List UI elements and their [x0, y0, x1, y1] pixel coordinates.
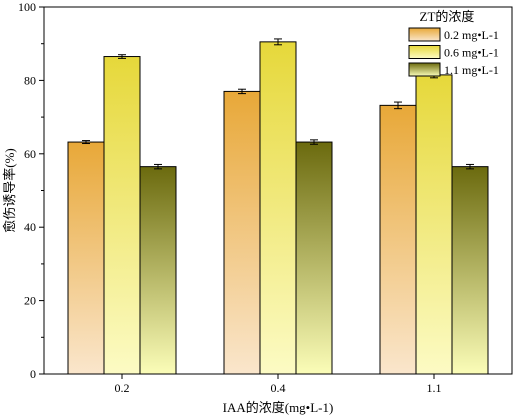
bar-0.4-series-2: [259, 41, 297, 375]
x-tick-label-1.1: 1.1: [427, 381, 442, 395]
bar-1.1-series-1: [379, 104, 417, 375]
legend-item-3: 1.1 mg•L-1: [408, 62, 499, 77]
bar-0.2-series-1: [67, 141, 105, 375]
x-axis: 0.2 0.4 1.1: [115, 374, 442, 395]
y-axis: 0 20 40 60 80 100: [18, 0, 44, 381]
bar-1.1-series-2: [415, 74, 453, 375]
x-axis-title: IAA的浓度(mg•L-1): [223, 400, 334, 415]
error-bar-0.2-series-1: [82, 140, 90, 145]
legend-label-1: 0.2 mg•L-1: [444, 28, 499, 42]
y-tick-label-100: 100: [18, 0, 36, 14]
legend-item-2: 0.6 mg•L-1: [408, 45, 499, 60]
y-tick-label-40: 40: [24, 220, 36, 234]
y-tick-label-0: 0: [30, 367, 36, 381]
legend: ZT的浓度 0.2 mg•L-1 0.6 mg•L-1 1.1 mg•L-1: [408, 9, 499, 77]
x-tick-label-0.4: 0.4: [271, 381, 286, 395]
legend-item-1: 0.2 mg•L-1: [408, 27, 499, 42]
bar-1.1-series-3: [451, 166, 489, 375]
bar-0.2-series-2: [103, 56, 141, 375]
y-tick-label-80: 80: [24, 73, 36, 87]
legend-title: ZT的浓度: [420, 9, 475, 24]
bar-0.4-series-3: [295, 141, 333, 375]
error-bar-0.2-series-2: [118, 54, 126, 59]
x-tick-label-0.2: 0.2: [115, 381, 130, 395]
error-bar-1.1-series-1: [394, 101, 402, 110]
error-bar-1.1-series-3: [466, 163, 474, 170]
y-tick-label-20: 20: [24, 294, 36, 308]
error-bar-0.2-series-3: [154, 163, 162, 170]
bar-0.2-series-3: [139, 166, 177, 375]
legend-label-2: 0.6 mg•L-1: [444, 46, 499, 60]
error-bar-0.4-series-2: [274, 38, 282, 46]
error-bar-0.4-series-1: [238, 88, 246, 95]
legend-label-3: 1.1 mg•L-1: [444, 63, 499, 77]
legend-swatch-3: [408, 62, 441, 77]
y-axis-title: 愈伤诱导率(%): [2, 148, 17, 233]
bar-0.4-series-1: [223, 90, 261, 375]
legend-swatch-1: [408, 27, 441, 42]
legend-swatch-2: [408, 45, 441, 59]
bars-group: [67, 41, 489, 375]
y-tick-label-60: 60: [24, 147, 36, 161]
error-bar-0.4-series-3: [310, 139, 318, 145]
